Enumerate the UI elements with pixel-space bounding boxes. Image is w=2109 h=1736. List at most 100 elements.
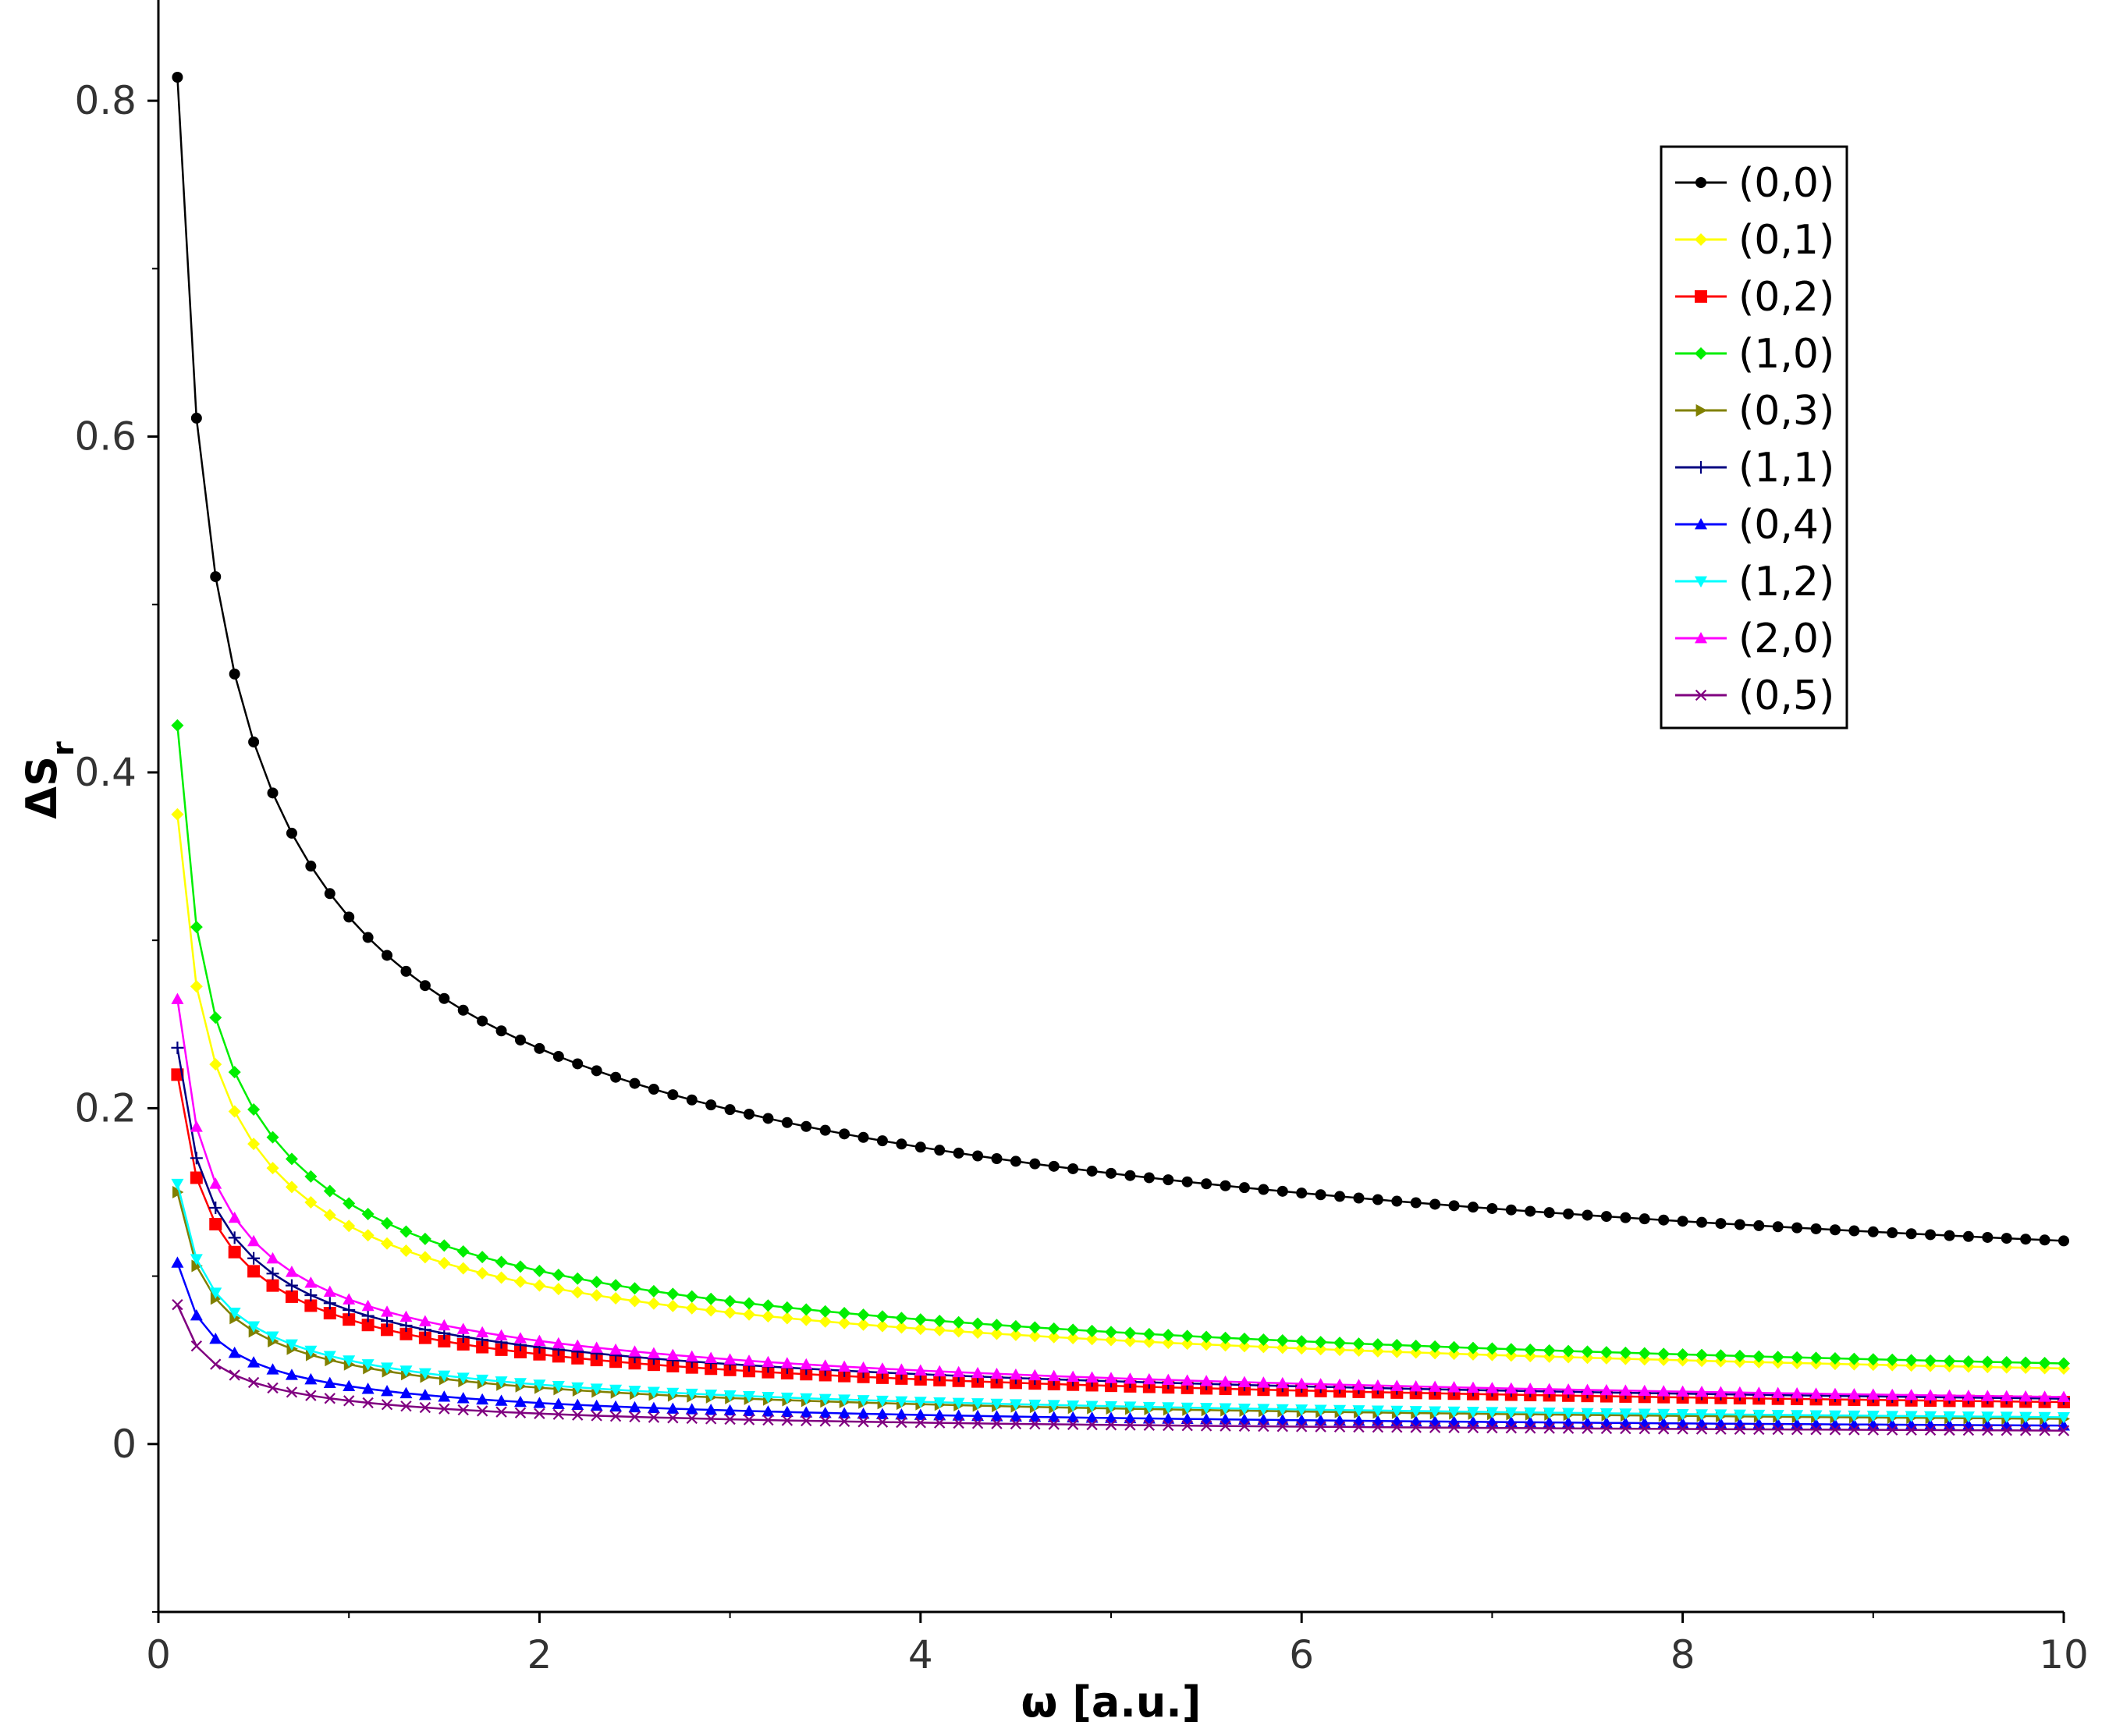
data-point [1220, 1180, 1231, 1191]
data-point [838, 1415, 850, 1428]
marker-shape [1810, 1424, 1822, 1436]
marker-shape [875, 1408, 889, 1419]
marker-shape [1467, 1422, 1479, 1434]
marker-shape [1372, 1194, 1383, 1205]
data-point [172, 1185, 184, 1198]
data-point [1200, 1412, 1213, 1425]
marker-shape [247, 1321, 261, 1333]
marker-shape [762, 1310, 775, 1323]
marker-shape [266, 1162, 279, 1175]
marker-shape [648, 1411, 660, 1423]
marker-shape [1848, 1388, 1861, 1400]
data-point [1752, 1350, 1766, 1363]
marker-shape [1943, 1354, 1956, 1368]
marker-shape [2019, 1411, 2033, 1424]
data-point [418, 1331, 431, 1344]
data-point [591, 1410, 602, 1422]
marker-shape [533, 1264, 546, 1277]
marker-shape [1562, 1383, 1575, 1395]
data-point [1390, 1339, 1404, 1352]
data-point [2001, 1233, 2012, 1244]
data-point [438, 1256, 451, 1269]
marker-shape [267, 787, 279, 799]
marker-shape [476, 1251, 489, 1264]
data-point [1734, 1219, 1745, 1230]
marker-shape [456, 1245, 470, 1259]
marker-shape [247, 1356, 261, 1368]
data-point [513, 1395, 527, 1408]
data-point [361, 1309, 375, 1322]
data-point [1371, 1379, 1384, 1391]
data-point [1657, 1347, 1671, 1361]
marker-shape [1828, 1387, 1841, 1400]
data-point [857, 1395, 870, 1407]
marker-shape [171, 992, 184, 1004]
marker-shape [1276, 1421, 1288, 1432]
legend-marker [1695, 177, 1706, 188]
data-point [438, 992, 450, 1004]
marker-shape [780, 1357, 794, 1369]
marker-shape [1982, 1231, 1994, 1243]
data-point [1447, 1340, 1461, 1354]
data-point [896, 1416, 907, 1429]
data-point [1524, 1407, 1537, 1419]
marker-shape [1638, 1347, 1651, 1360]
marker-shape [1905, 1228, 1917, 1240]
data-point [1048, 1418, 1060, 1430]
marker-shape [304, 1276, 318, 1288]
y-tick-label: 0.2 [74, 1085, 137, 1131]
data-point [1524, 1344, 1537, 1357]
data-point [571, 1398, 584, 1411]
marker-shape [1829, 1424, 1841, 1436]
marker-shape [1486, 1342, 1499, 1355]
data-point [1238, 1182, 1250, 1194]
data-point [743, 1297, 756, 1310]
data-point [647, 1297, 660, 1310]
marker-shape [399, 1327, 413, 1340]
data-point [1867, 1424, 1879, 1436]
series-line [176, 814, 2065, 1370]
data-point [247, 1234, 261, 1247]
marker-shape [1867, 1226, 1879, 1237]
marker-shape [2001, 1425, 2012, 1436]
marker-shape [1809, 1387, 1823, 1399]
data-point [1333, 1404, 1347, 1417]
marker-shape [705, 1099, 717, 1111]
data-point [210, 571, 222, 583]
data-point [190, 1120, 203, 1132]
marker-shape [1238, 1182, 1250, 1194]
data-point [1848, 1352, 1861, 1365]
marker-shape [190, 1308, 203, 1321]
marker-shape [1334, 1191, 1346, 1202]
data-point [190, 1171, 203, 1184]
marker-shape [1714, 1349, 1727, 1362]
marker-shape [305, 1390, 317, 1401]
series-8 [171, 992, 2070, 1402]
data-point [285, 1369, 298, 1380]
marker-shape [914, 1322, 927, 1336]
data-point [305, 861, 317, 872]
data-point [2038, 1356, 2051, 1369]
data-point [1410, 1422, 1422, 1433]
data-point [1067, 1418, 1079, 1430]
marker-shape [1237, 1403, 1251, 1415]
data-point [1124, 1326, 1137, 1340]
marker-shape [1391, 1195, 1403, 1207]
data-point [1733, 1386, 1746, 1398]
marker-shape [818, 1393, 832, 1406]
marker-shape [1314, 1378, 1327, 1390]
data-point [819, 1124, 831, 1136]
data-point [343, 911, 355, 923]
data-point [1447, 1406, 1461, 1418]
data-point [343, 1304, 356, 1317]
marker-shape [1715, 1218, 1727, 1230]
data-point [895, 1363, 908, 1375]
marker-shape [1887, 1227, 1898, 1239]
data-point [1162, 1402, 1175, 1414]
marker-shape [1677, 1216, 1688, 1227]
legend-entry-0: (0,0) [1675, 160, 1834, 207]
marker-shape [1943, 1411, 1956, 1423]
data-point [1486, 1422, 1498, 1434]
data-point [285, 1180, 298, 1194]
marker-shape [1619, 1384, 1632, 1396]
